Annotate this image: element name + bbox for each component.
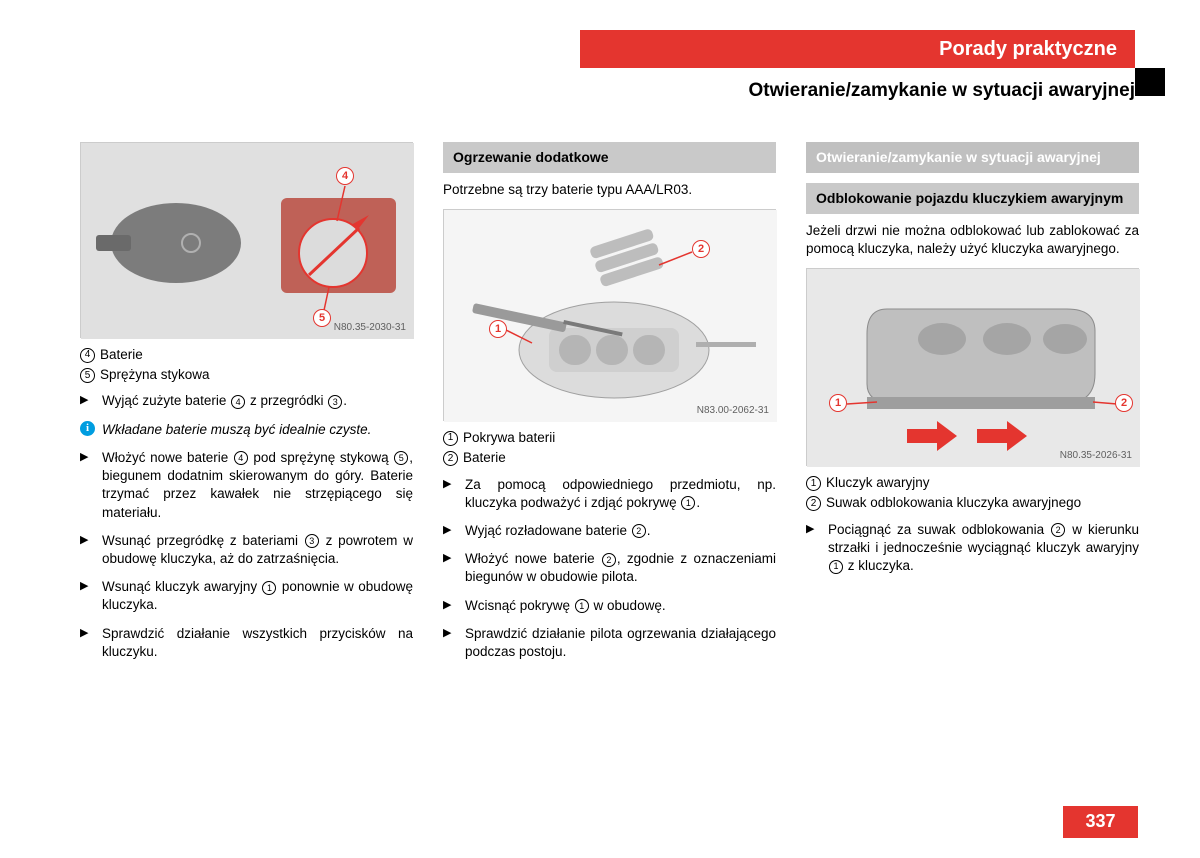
figure-remote-battery: 1 2 N83.00-2062-31 xyxy=(443,209,776,421)
step-item: Włożyć nowe baterie 4 pod sprężynę styko… xyxy=(80,449,413,522)
steps-list-1b: Włożyć nowe baterie 4 pod sprężynę styko… xyxy=(80,449,413,661)
info-note: i Wkładane baterie muszą być idealnie cz… xyxy=(80,421,413,439)
section-header: Porady praktyczne xyxy=(580,30,1135,68)
legend-item: 1 Kluczyk awaryjny xyxy=(806,474,1139,492)
legend-text: Pokrywa baterii xyxy=(463,429,555,447)
figure-emergency-key: 1 2 N80.35-2026-31 xyxy=(806,268,1139,466)
column-1: 4 5 N80.35-2030-31 4 Baterie 5 Sprężyna … xyxy=(80,142,413,671)
callout-2: 2 xyxy=(692,240,710,258)
legend-item: 2 Baterie xyxy=(443,449,776,467)
figure-svg-3 xyxy=(807,269,1140,467)
step-item: Wyjąć zużyte baterie 4 z przegródki 3. xyxy=(80,392,413,410)
figure-id-2: N83.00-2062-31 xyxy=(697,404,769,418)
step-item: Wsunąć kluczyk awaryjny 1 ponownie w obu… xyxy=(80,578,413,614)
step-item: Sprawdzić działanie wszystkich przyciskó… xyxy=(80,625,413,661)
column-3: Otwieranie/zamykanie w sytuacji awaryjne… xyxy=(806,142,1139,671)
step-item: Włożyć nowe baterie 2, zgodnie z oznacze… xyxy=(443,550,776,586)
callout-5: 5 xyxy=(313,309,331,327)
figure-svg-2 xyxy=(444,210,777,422)
legend-num: 4 xyxy=(80,348,95,363)
legend-text: Kluczyk awaryjny xyxy=(826,474,930,492)
step-item: Pociągnąć za suwak odblokowania 2 w kier… xyxy=(806,521,1139,576)
intro-3: Jeżeli drzwi nie można odblokować lub za… xyxy=(806,222,1139,258)
callout-4: 4 xyxy=(336,167,354,185)
legend-num: 2 xyxy=(806,496,821,511)
page-number: 337 xyxy=(1063,806,1138,838)
legend-item: 5 Sprężyna stykowa xyxy=(80,366,413,384)
legend-num: 1 xyxy=(443,431,458,446)
legend-item: 4 Baterie xyxy=(80,346,413,364)
step-item: Sprawdzić działanie pilota ogrzewania dz… xyxy=(443,625,776,661)
info-icon: i xyxy=(80,421,95,436)
figure-key-battery: 4 5 N80.35-2030-31 xyxy=(80,142,413,338)
legend-text: Baterie xyxy=(100,346,143,364)
legend-num: 5 xyxy=(80,368,95,383)
section-subheader: Otwieranie/zamykanie w sytuacji awaryjne… xyxy=(440,80,1140,102)
legend-item: 1 Pokrywa baterii xyxy=(443,429,776,447)
legend-item: 2 Suwak odblokowania kluczyka awaryjnego xyxy=(806,494,1139,512)
intro-2: Potrzebne są trzy baterie typu AAA/LR03. xyxy=(443,181,776,199)
legend-text: Sprężyna stykowa xyxy=(100,366,210,384)
step-item: Wcisnąć pokrywę 1 w obudowę. xyxy=(443,597,776,615)
step-item: Wsunąć przegródkę z bateriami 3 z powrot… xyxy=(80,532,413,568)
legend-num: 2 xyxy=(443,451,458,466)
figure-id-3: N80.35-2026-31 xyxy=(1060,449,1132,463)
section-heading-2: Ogrzewanie dodatkowe xyxy=(443,142,776,173)
section-heading-3b: Odblokowanie pojazdu kluczykiem awaryjny… xyxy=(806,183,1139,214)
figure-id-1: N80.35-2030-31 xyxy=(334,321,406,335)
figure-svg-1 xyxy=(81,143,414,339)
section-heading-3a: Otwieranie/zamykanie w sytuacji awaryjne… xyxy=(806,142,1139,173)
steps-list-3: Pociągnąć za suwak odblokowania 2 w kier… xyxy=(806,521,1139,576)
legend-text: Baterie xyxy=(463,449,506,467)
content-columns: 4 5 N80.35-2030-31 4 Baterie 5 Sprężyna … xyxy=(80,142,1140,671)
step-item: Za pomocą odpowiedniego przedmiotu, np. … xyxy=(443,476,776,512)
step-item: Wyjąć rozładowane baterie 2. xyxy=(443,522,776,540)
legend-num: 1 xyxy=(806,476,821,491)
callout-1: 1 xyxy=(489,320,507,338)
column-2: Ogrzewanie dodatkowe Potrzebne są trzy b… xyxy=(443,142,776,671)
steps-list-2: Za pomocą odpowiedniego przedmiotu, np. … xyxy=(443,476,776,662)
info-text: Wkładane baterie muszą być idealnie czys… xyxy=(102,422,371,437)
legend-text: Suwak odblokowania kluczyka awaryjnego xyxy=(826,494,1081,512)
steps-list-1: Wyjąć zużyte baterie 4 z przegródki 3. xyxy=(80,392,413,410)
